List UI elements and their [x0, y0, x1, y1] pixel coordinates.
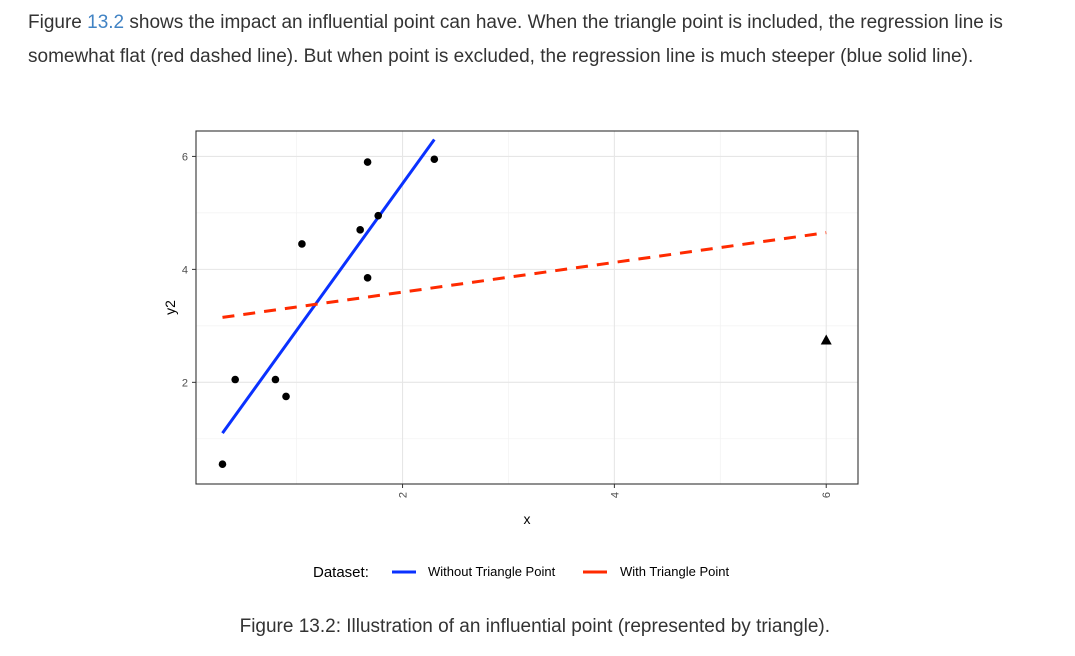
figure-caption: Figure 13.2: Illustration of an influent… [0, 616, 830, 638]
legend-label-with-triangle: With Triangle Point [620, 564, 729, 579]
figure-link[interactable]: 13.2 [87, 12, 125, 33]
plot-panel [196, 131, 858, 484]
plot-border [195, 130, 859, 485]
paragraph-text-suffix: shows the impact an influential point ca… [28, 12, 1003, 67]
y-tick-label: 4 [182, 264, 188, 276]
paragraph-text-prefix: Figure [28, 12, 88, 33]
intro-paragraph: Figure 13.2 shows the impact an influent… [28, 6, 1048, 74]
influential-point-triangle [820, 334, 832, 345]
legend-label-without-triangle: Without Triangle Point [428, 564, 556, 579]
regression-line-without-triangle [221, 138, 436, 435]
data-point [231, 375, 239, 384]
x-axis-title: x [524, 511, 531, 527]
x-tick-label: 4 [609, 492, 621, 498]
data-point [356, 226, 364, 234]
legend-title: Dataset: [313, 564, 369, 581]
data-point [271, 375, 280, 384]
y-tick-label: 6 [182, 151, 188, 163]
regression-line-with-triangle [222, 231, 827, 319]
data-point [430, 155, 439, 164]
x-tick-label: 2 [398, 492, 410, 498]
data-point [218, 460, 227, 469]
data-point [298, 240, 306, 248]
data-point [363, 158, 372, 166]
data-point [282, 392, 290, 401]
y-axis-title: y2 [162, 300, 178, 315]
data-point [374, 211, 382, 220]
x-tick-label: 6 [821, 492, 833, 498]
data-point [363, 274, 372, 282]
y-tick-label: 2 [182, 377, 188, 389]
caption-text: Figure 13.2: Illustration of an influent… [239, 616, 830, 637]
